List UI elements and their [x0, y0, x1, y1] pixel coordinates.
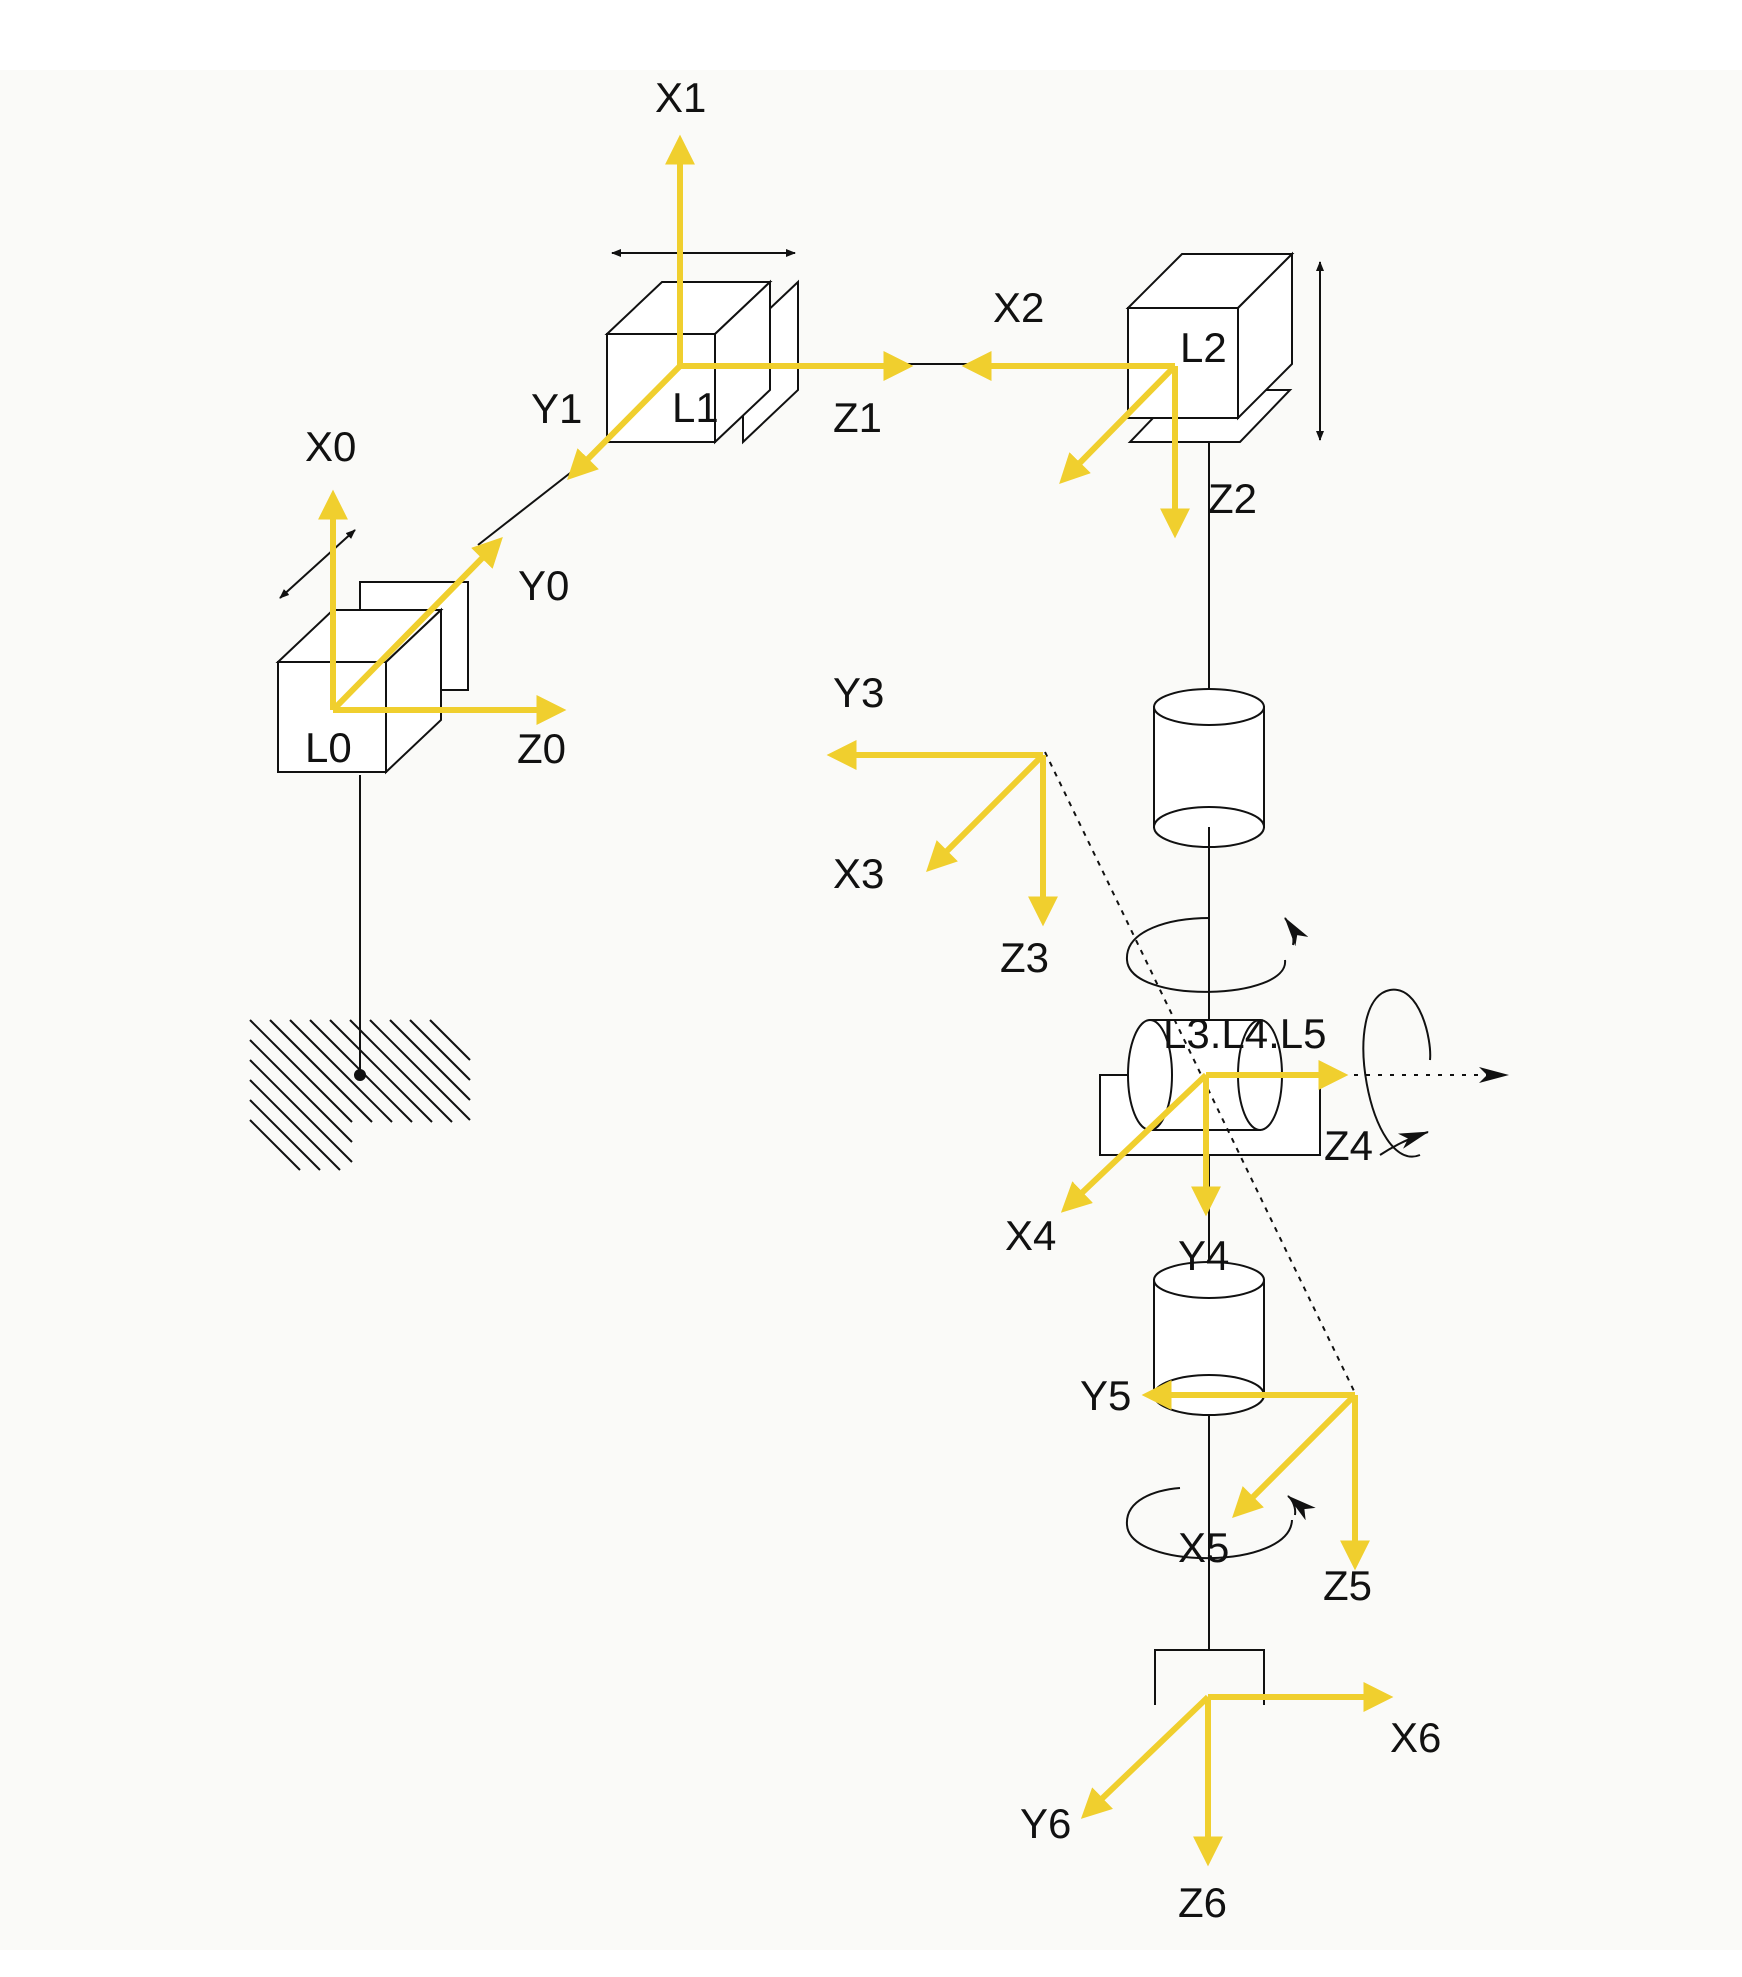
axis-y1 [567, 363, 683, 480]
label-x3: X3 [833, 850, 884, 897]
label-l1: L1 [672, 384, 719, 431]
end-effector-gripper [1154, 1649, 1265, 1705]
label-z1: Z1 [833, 394, 882, 441]
label-z3: Z3 [1000, 934, 1049, 981]
label-y5: Y5 [1080, 1372, 1131, 1419]
revolute-cylinder-l3 [1153, 688, 1265, 1030]
axis-x4 [1060, 1072, 1209, 1213]
label-l2: L2 [1180, 324, 1227, 371]
axis-y0 [330, 537, 503, 713]
link-l2-block [1125, 251, 1324, 443]
label-y3: Y3 [833, 669, 884, 716]
revolute-cylinder-l5 [1153, 1155, 1265, 1650]
rotation-indicator-l5 [1330, 988, 1509, 1158]
label-l0: L0 [305, 724, 352, 771]
axis-x3 [926, 752, 1046, 872]
axis-y6 [1080, 1694, 1211, 1819]
label-z5: Z5 [1323, 1562, 1372, 1609]
link-l0-block [275, 529, 469, 775]
label-y0: Y0 [518, 562, 569, 609]
axis-x5 [1232, 1392, 1358, 1518]
rotation-indicator-l3 [1125, 917, 1309, 993]
label-y1: Y1 [531, 385, 582, 432]
label-x6: X6 [1390, 1714, 1441, 1761]
label-x5: X5 [1178, 1524, 1229, 1571]
axis-y2 [1059, 363, 1178, 484]
label-z4: Z4 [1324, 1122, 1373, 1169]
label-z0: Z0 [517, 725, 566, 772]
label-l345: L3.L4.L5 [1163, 1010, 1327, 1057]
label-z6: Z6 [1178, 1879, 1227, 1926]
ground-hatching [249, 1019, 471, 1171]
label-x0: X0 [305, 423, 356, 470]
label-x4: X4 [1005, 1212, 1056, 1259]
label-y4: Y4 [1178, 1232, 1229, 1279]
rotation-indicator-l6 [1125, 1487, 1316, 1560]
link-l0-l1 [477, 469, 575, 546]
label-z2: Z2 [1208, 475, 1257, 522]
label-y6: Y6 [1020, 1800, 1071, 1847]
label-x2: X2 [993, 284, 1044, 331]
dotted-offset-line [1044, 751, 1356, 1394]
diagram-background [0, 70, 1742, 1950]
ground-base [249, 775, 471, 1171]
label-x1: X1 [655, 74, 706, 121]
